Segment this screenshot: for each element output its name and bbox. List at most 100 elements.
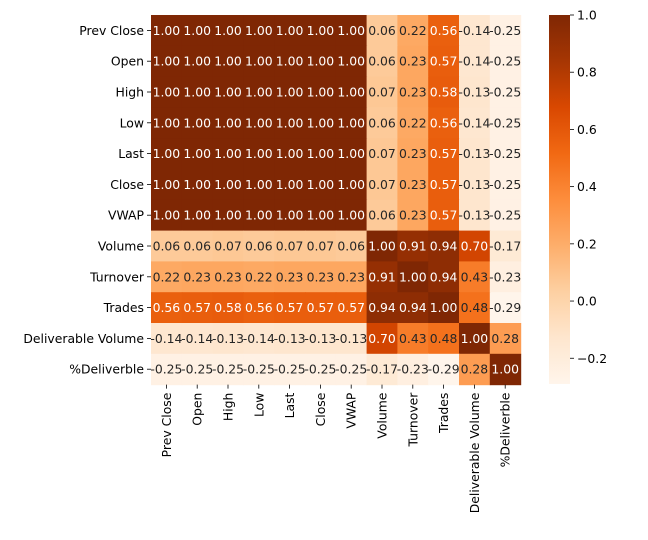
heatmap-cell xyxy=(428,15,460,47)
cell-value-label: 0.56 xyxy=(153,300,181,315)
heatmap-cell xyxy=(151,230,183,262)
heatmap-cell-labels: 1.00 1.00 1.00 1.00 1.00 1.00 1.00 0.06 0.22 0.56… xyxy=(150,23,521,377)
heatmap-cell xyxy=(181,323,214,355)
x-tick-label: Open xyxy=(190,393,205,426)
cell-value-label: -0.13 xyxy=(458,208,490,223)
heatmap-cell xyxy=(151,292,183,324)
x-tick-label: Trades xyxy=(436,393,451,434)
heatmap-cell xyxy=(335,169,368,201)
cell-value-label: 1.00 xyxy=(307,115,335,130)
cell-value-label: 1.00 xyxy=(307,177,335,192)
colorbar-tick-label: 0.8 xyxy=(577,65,597,80)
heatmap-cell xyxy=(459,292,491,324)
cell-value-label: 0.57 xyxy=(183,300,211,315)
heatmap-cell xyxy=(274,76,306,108)
cell-value-label: 1.00 xyxy=(214,146,242,161)
cell-value-label: 0.58 xyxy=(214,300,242,315)
cell-value-label: 0.23 xyxy=(399,208,427,223)
cell-value-label: 1.00 xyxy=(399,269,427,284)
heatmap-cell xyxy=(428,353,460,386)
heatmap-cell xyxy=(459,169,491,201)
heatmap-cell xyxy=(489,292,522,324)
cell-value-label: 0.94 xyxy=(399,300,427,315)
heatmap-cell xyxy=(181,230,214,262)
cell-value-label: -0.25 xyxy=(150,362,182,377)
x-tick-label: %Deliverble xyxy=(498,393,513,468)
cell-value-label: 1.00 xyxy=(461,331,489,346)
x-tick-label: Turnover xyxy=(405,392,420,448)
colorbar-tick-label: 0.0 xyxy=(577,294,597,309)
heatmap-cell xyxy=(151,199,183,232)
cell-value-label: -0.25 xyxy=(489,177,521,192)
heatmap-cell xyxy=(366,230,398,262)
cell-value-label: 0.56 xyxy=(245,300,273,315)
cell-value-label: -0.13 xyxy=(304,331,336,346)
heatmap-cell xyxy=(459,261,491,293)
heatmap-cell xyxy=(274,199,306,232)
cell-value-label: 1.00 xyxy=(276,208,304,223)
heatmap-cell xyxy=(489,323,522,355)
heatmap-cell xyxy=(243,323,275,355)
cell-value-label: 0.94 xyxy=(430,269,458,284)
heatmap-cell xyxy=(212,15,244,47)
colorbar-tick-label: 0.2 xyxy=(577,236,597,251)
heatmap-cell xyxy=(274,169,306,201)
heatmap-cell xyxy=(459,230,491,262)
heatmap-cell xyxy=(397,107,429,139)
x-axis: Prev Close Open High Low Last Close VWAP Volume… xyxy=(159,384,513,513)
heatmap-cell xyxy=(151,15,183,47)
cell-value-label: 0.28 xyxy=(461,362,489,377)
cell-value-label: 0.57 xyxy=(337,300,365,315)
cell-value-label: 1.00 xyxy=(214,208,242,223)
heatmap-cell xyxy=(243,107,275,139)
cell-value-label: -0.25 xyxy=(489,208,521,223)
cell-value-label: 0.07 xyxy=(368,177,396,192)
heatmap-cell xyxy=(181,76,214,108)
heatmap-cell xyxy=(397,76,429,108)
cell-value-label: 0.56 xyxy=(430,115,458,130)
cell-value-label: 0.28 xyxy=(491,331,519,346)
cell-value-label: -0.25 xyxy=(304,362,336,377)
cell-value-label: 1.00 xyxy=(337,115,365,130)
cell-value-label: -0.23 xyxy=(397,362,429,377)
heatmap-cell xyxy=(243,199,275,232)
heatmap-cell xyxy=(489,45,522,78)
cell-value-label: 1.00 xyxy=(214,54,242,69)
cell-value-label: 0.57 xyxy=(430,208,458,223)
y-tick-label: Prev Close xyxy=(79,23,144,38)
colorbar-tick-label: 0.4 xyxy=(577,179,597,194)
x-tick-label: Volume xyxy=(375,393,390,439)
heatmap-cell xyxy=(459,353,491,386)
heatmap-cell xyxy=(305,76,337,108)
cell-value-label: 0.70 xyxy=(368,331,396,346)
heatmap-cell xyxy=(489,107,522,139)
heatmap-cell xyxy=(397,230,429,262)
heatmap-cell xyxy=(243,353,275,386)
heatmap-cell xyxy=(335,45,368,78)
cell-value-label: 1.00 xyxy=(214,177,242,192)
cell-value-label: 1.00 xyxy=(153,208,181,223)
cell-value-label: 1.00 xyxy=(491,362,519,377)
cell-value-label: 0.23 xyxy=(399,146,427,161)
cell-value-label: 1.00 xyxy=(214,85,242,100)
y-tick-label: Open xyxy=(111,54,144,69)
heatmap-cell xyxy=(366,199,398,232)
heatmap-cells xyxy=(151,15,522,386)
cell-value-label: -0.29 xyxy=(489,300,521,315)
cell-value-label: -0.25 xyxy=(489,146,521,161)
heatmap-cell xyxy=(151,45,183,78)
heatmap-cell xyxy=(459,76,491,108)
x-tick-label: Last xyxy=(282,392,297,418)
heatmap-cell xyxy=(274,292,306,324)
x-tick-label: High xyxy=(221,393,236,421)
heatmap-cell xyxy=(274,261,306,293)
heatmap-cell xyxy=(305,323,337,355)
heatmap-cell xyxy=(305,261,337,293)
cell-value-label: 0.23 xyxy=(337,269,365,284)
heatmap-cell xyxy=(305,15,337,47)
heatmap-cell xyxy=(305,353,337,386)
heatmap-cell xyxy=(459,15,491,47)
heatmap-cell xyxy=(428,107,460,139)
heatmap-cell xyxy=(181,107,214,139)
heatmap-cell xyxy=(428,230,460,262)
